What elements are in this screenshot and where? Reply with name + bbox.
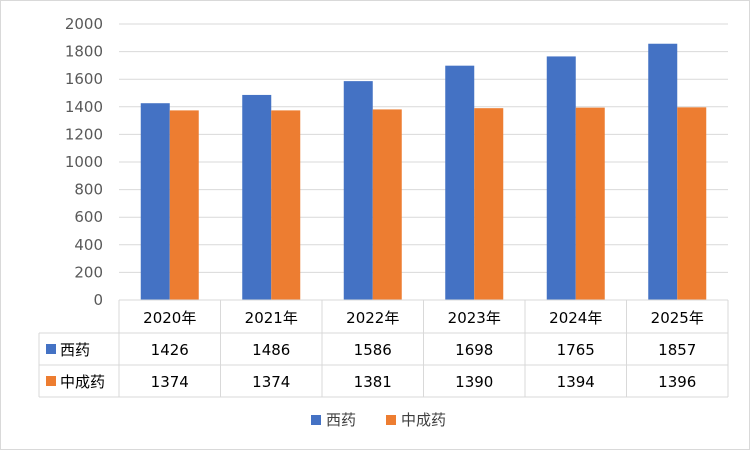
y-tick-label: 800 <box>74 181 103 199</box>
x-tick-label: 2025年 <box>651 309 704 327</box>
data-value: 1381 <box>354 373 392 391</box>
legend-label: 中成药 <box>401 411 446 429</box>
data-value: 1698 <box>455 341 493 359</box>
data-value: 1426 <box>151 341 189 359</box>
data-value: 1390 <box>455 373 493 391</box>
x-tick-label: 2021年 <box>245 309 298 327</box>
table-series-key-中成药 <box>46 376 56 386</box>
bar-西药-2020年 <box>140 103 170 300</box>
bar-中成药-2020年 <box>169 110 199 300</box>
bar-中成药-2025年 <box>677 107 707 301</box>
y-tick-label: 1200 <box>65 125 103 143</box>
y-tick-label: 2000 <box>65 15 103 33</box>
y-tick-label: 400 <box>74 236 103 254</box>
legend-key-西药 <box>311 415 321 425</box>
table-series-key-西药 <box>46 344 56 354</box>
bar-西药-2024年 <box>546 56 576 301</box>
y-tick-label: 600 <box>74 208 103 226</box>
y-tick-label: 200 <box>74 263 103 281</box>
bar-西药-2022年 <box>343 81 373 301</box>
legend-key-中成药 <box>386 415 396 425</box>
x-tick-label: 2020年 <box>143 309 196 327</box>
data-value: 1396 <box>658 373 696 391</box>
x-tick-label: 2023年 <box>448 309 501 327</box>
bar-西药-2025年 <box>648 43 678 300</box>
y-tick-label: 1400 <box>65 98 103 116</box>
bar-中成药-2023年 <box>474 108 504 301</box>
x-tick-label: 2024年 <box>549 309 602 327</box>
data-value: 1586 <box>354 341 392 359</box>
table-series-label: 中成药 <box>60 373 105 391</box>
data-value: 1486 <box>252 341 290 359</box>
y-tick-label: 0 <box>93 291 103 309</box>
data-value: 1374 <box>252 373 290 391</box>
x-tick-label: 2022年 <box>346 309 399 327</box>
bar-中成药-2021年 <box>271 110 301 300</box>
bar-中成药-2022年 <box>372 109 402 300</box>
data-value: 1374 <box>151 373 189 391</box>
y-tick-label: 1800 <box>65 43 103 61</box>
y-tick-label: 1600 <box>65 70 103 88</box>
bar-西药-2021年 <box>242 94 272 300</box>
legend-label: 西药 <box>326 411 356 429</box>
data-value: 1857 <box>658 341 696 359</box>
bar-西药-2023年 <box>445 65 475 301</box>
table-series-label: 西药 <box>60 341 90 359</box>
data-value: 1394 <box>557 373 595 391</box>
data-value: 1765 <box>557 341 595 359</box>
bar-中成药-2024年 <box>575 107 605 301</box>
y-tick-label: 1000 <box>65 153 103 171</box>
